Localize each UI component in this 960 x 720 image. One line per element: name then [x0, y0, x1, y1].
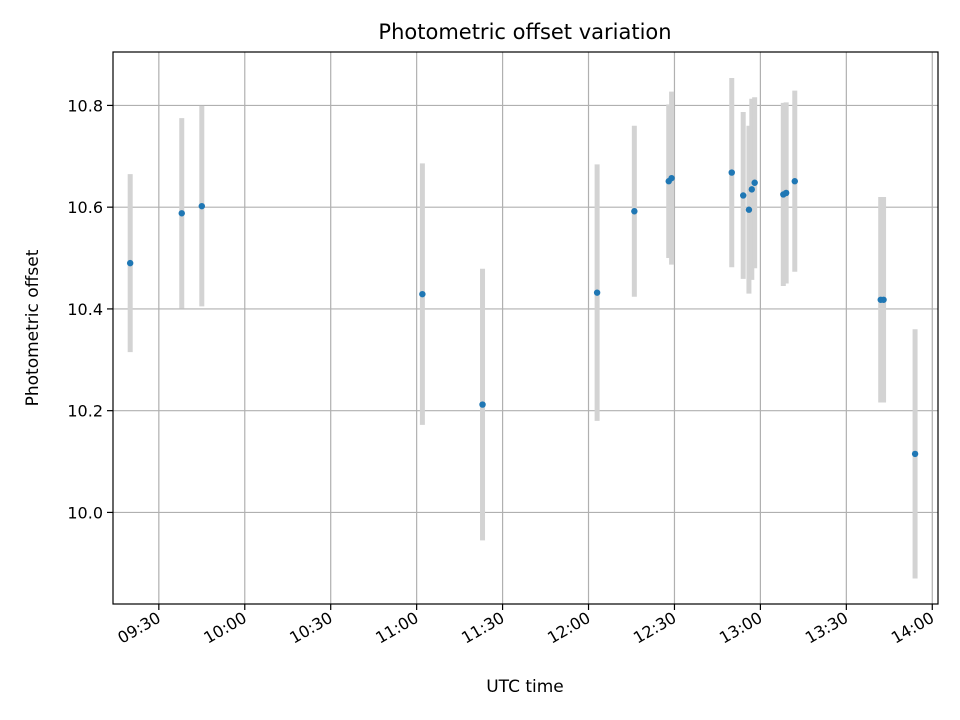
data-point: [198, 202, 206, 210]
x-tick-label: 11:00: [372, 608, 421, 648]
data-point: [782, 189, 790, 197]
data-point: [745, 206, 753, 213]
y-tick-label: 10.2: [67, 402, 103, 421]
x-tick-label: 13:30: [802, 608, 851, 648]
data-point: [791, 178, 798, 185]
x-tick-label: 09:30: [114, 608, 163, 648]
y-tick-label: 10.0: [67, 503, 103, 522]
data-point: [178, 210, 185, 217]
x-axis-label: UTC time: [486, 677, 564, 697]
data-point: [751, 179, 758, 186]
data-point: [593, 289, 601, 296]
data-point: [126, 259, 134, 267]
data-point: [631, 208, 638, 215]
x-tick-label: 10:30: [286, 608, 335, 648]
grid: [113, 52, 938, 604]
x-axis-ticks: 09:30 10:00 10:30 11:00 11:30 12:00 12:30 13:00…: [114, 604, 937, 648]
x-tick-label: 10:00: [200, 608, 249, 648]
data-points: [126, 169, 919, 458]
data-point: [668, 174, 675, 182]
error-bars: [127, 77, 918, 579]
y-tick-label: 10.8: [67, 96, 103, 115]
data-point: [479, 401, 486, 408]
y-tick-label: 10.6: [67, 198, 103, 217]
x-tick-label: 13:00: [716, 608, 765, 648]
data-point: [880, 296, 887, 303]
x-tick-label: 11:30: [458, 608, 507, 648]
data-point: [419, 290, 426, 298]
data-point: [911, 450, 919, 458]
data-point: [728, 169, 735, 176]
y-axis-label: Photometric offset: [23, 249, 43, 406]
data-point: [740, 192, 747, 199]
plot-frame: [112, 51, 939, 605]
x-tick-label: 14:00: [888, 608, 937, 648]
y-axis-ticks: 10.0 10.2 10.4 10.6 10.8: [67, 96, 113, 522]
data-point: [748, 186, 756, 193]
y-tick-label: 10.4: [67, 300, 103, 319]
chart-title: Photometric offset variation: [378, 20, 671, 44]
x-tick-label: 12:30: [630, 608, 679, 648]
x-tick-label: 12:00: [544, 608, 593, 648]
